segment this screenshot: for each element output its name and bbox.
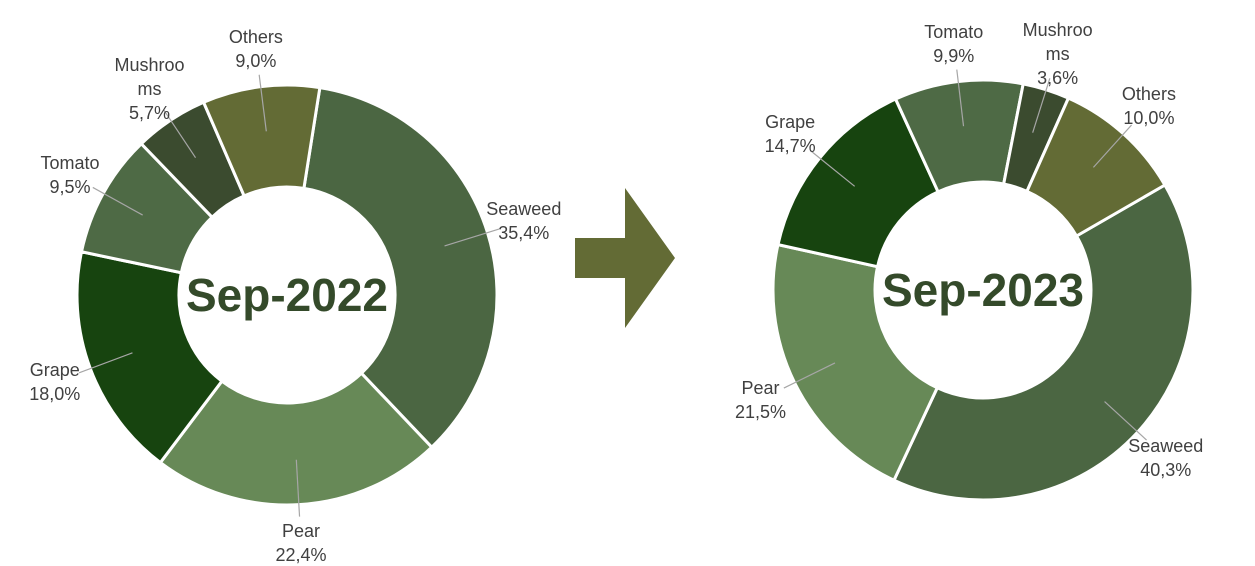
label-value: 22,4% (275, 544, 327, 565)
label-category: Pear (282, 520, 321, 541)
label-category: Grape (29, 359, 80, 380)
label-category: Mushrooms (114, 54, 185, 99)
leader-line (295, 459, 301, 517)
label-category: Seaweed (486, 199, 562, 220)
label-value: 9,5% (49, 176, 91, 197)
label-category: Grape (765, 112, 816, 133)
label-value: 21,5% (734, 401, 787, 422)
slice (891, 182, 1195, 502)
data-label: Grape 14,7% (748, 110, 832, 158)
leader-line (78, 352, 133, 374)
slice (302, 85, 499, 450)
label-category: Tomato (924, 21, 984, 42)
label-value: 18,0% (29, 383, 81, 404)
leader-line (783, 362, 836, 389)
data-label: Others 9,0% (214, 25, 298, 73)
center-title: Sep-2023 (881, 264, 1084, 316)
data-label: Pear 21,5% (719, 376, 803, 424)
label-value: 9,0% (235, 50, 277, 71)
slice (201, 83, 322, 198)
leader-line (163, 109, 197, 158)
data-label: Tomato 9,5% (28, 151, 112, 199)
label-value: 10,0% (1123, 107, 1175, 128)
data-label: Mushrooms 5,7% (108, 53, 192, 125)
label-value: 3,6% (1037, 67, 1079, 88)
data-label: Pear 22,4% (259, 519, 343, 566)
label-value: 5,7% (129, 102, 171, 123)
leader-line (1092, 124, 1132, 168)
slice (1024, 96, 1167, 239)
label-value: 35,4% (498, 223, 550, 244)
leader-line (258, 74, 267, 132)
label-value: 40,3% (1140, 459, 1192, 480)
label-value: 9,9% (933, 45, 975, 66)
slice (771, 242, 940, 483)
data-label: Others 10,0% (1107, 82, 1191, 130)
leader-line (1032, 78, 1051, 133)
leader-line (1104, 401, 1147, 441)
leader-line (809, 150, 856, 187)
label-category: Mushrooms (1022, 19, 1093, 64)
label-category: Pear (741, 377, 780, 398)
data-label: Grape 18,0% (13, 358, 97, 406)
slice (776, 97, 941, 269)
leader-line (92, 186, 143, 216)
data-label: Seaweed 35,4% (482, 197, 566, 245)
label-category: Others (1121, 83, 1176, 104)
slice (75, 249, 224, 465)
data-label: Seaweed 40,3% (1124, 434, 1208, 482)
arrow (575, 188, 675, 328)
slice (158, 371, 434, 507)
data-label: Tomato 9,9% (912, 20, 996, 68)
label-value: 14,7% (764, 136, 816, 157)
leader-line (444, 228, 500, 247)
center-title: Sep-2022 (185, 269, 388, 321)
label-category: Tomato (40, 152, 100, 173)
data-label: Mushrooms 3,6% (1016, 18, 1100, 90)
leader-line (956, 69, 965, 127)
label-category: Others (228, 26, 283, 47)
label-category: Seaweed (1128, 435, 1204, 456)
